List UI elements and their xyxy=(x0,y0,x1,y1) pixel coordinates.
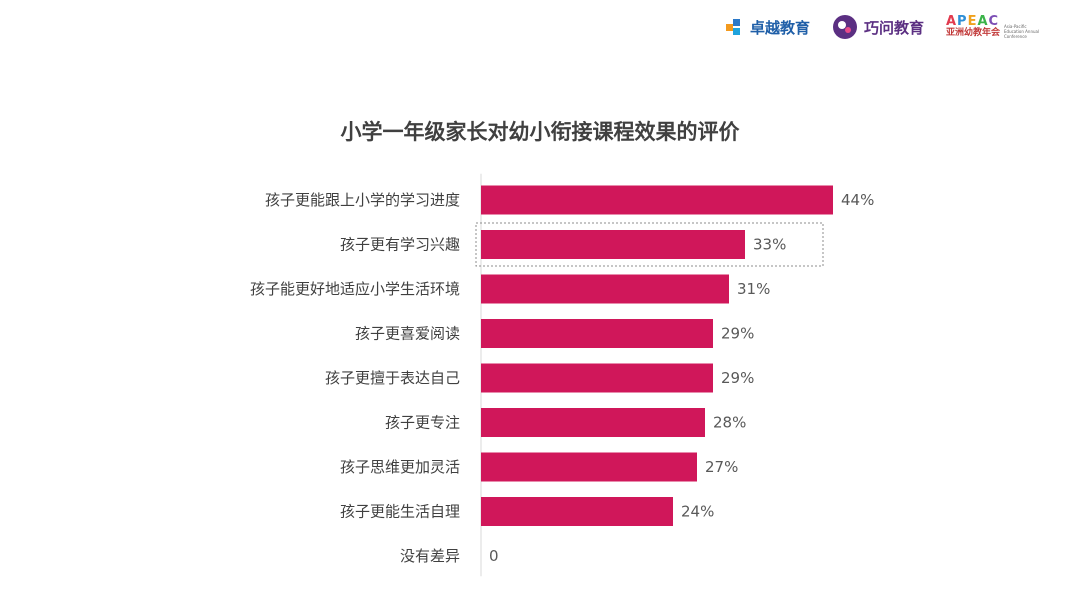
bar xyxy=(481,408,705,437)
category-label: 孩子更喜爱阅读 xyxy=(355,325,460,343)
category-label: 没有差异 xyxy=(400,547,460,565)
qiaowen-logo: 巧问教育 xyxy=(832,14,924,40)
value-label: 28% xyxy=(713,414,746,432)
selection-box xyxy=(475,222,824,267)
value-label: 0 xyxy=(489,547,499,565)
apeac-logo-mark: APEAC xyxy=(945,14,1000,29)
category-label: 孩子能更好地适应小学生活环境 xyxy=(250,280,460,298)
bar xyxy=(481,274,729,304)
bar xyxy=(481,319,713,348)
header-logos: 卓越教育 巧问教育 APEAC 亚洲幼教年会 Asia-Pacific Educ… xyxy=(724,14,1044,40)
chart-title: 小学一年级家长对幼小衔接课程效果的评价 xyxy=(340,120,740,144)
value-label: 29% xyxy=(721,369,754,387)
category-label: 孩子更专注 xyxy=(385,414,460,432)
value-label: 29% xyxy=(721,325,754,343)
qiaowen-logo-text: 巧问教育 xyxy=(863,18,924,37)
category-label: 孩子更有学习兴趣 xyxy=(340,236,460,254)
qiaowen-logo-icon xyxy=(832,15,857,39)
zhuoyue-logo-text: 卓越教育 xyxy=(749,18,810,37)
zhuoyue-logo-icon xyxy=(725,19,740,35)
category-label: 孩子思维更加灵活 xyxy=(340,458,460,476)
value-label: 31% xyxy=(737,280,770,298)
apeac-logo-subtitle: 亚洲幼教年会 xyxy=(945,28,1000,38)
value-label: 24% xyxy=(681,503,714,521)
apeac-logo-side-text: Asia-Pacific Education Annual Conference xyxy=(1004,24,1040,39)
zhuoyue-logo: 卓越教育 xyxy=(724,17,810,38)
value-label: 44% xyxy=(841,191,874,209)
category-label: 孩子更能生活自理 xyxy=(340,503,460,521)
category-label: 孩子更擅于表达自己 xyxy=(325,369,460,387)
apeac-logo: APEAC 亚洲幼教年会 Asia-Pacific Education Annu… xyxy=(946,15,1044,39)
bar xyxy=(481,497,673,526)
value-label: 33% xyxy=(753,236,786,254)
bar xyxy=(481,185,833,215)
value-label: 27% xyxy=(705,458,738,476)
category-label: 孩子更能跟上小学的学习进度 xyxy=(265,191,460,209)
bar xyxy=(481,230,745,259)
bar xyxy=(481,452,697,482)
bar xyxy=(481,363,713,393)
